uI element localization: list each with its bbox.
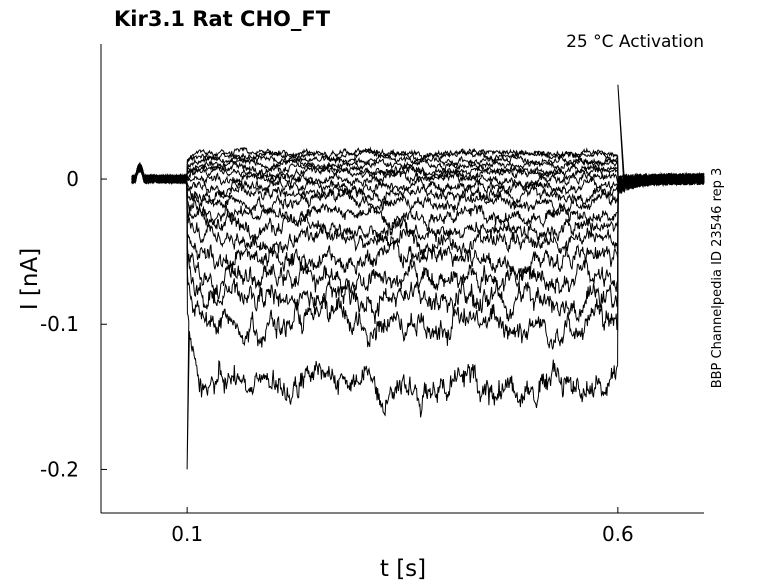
current-trace-15: [131, 164, 705, 324]
chart-subtitle: 25 °C Activation: [566, 32, 704, 52]
current-trace-6: [131, 164, 705, 190]
current-trace-17: [131, 162, 705, 470]
current-trace-1: [131, 147, 705, 186]
current-traces: [131, 84, 705, 470]
current-trace-0: [131, 84, 705, 187]
current-trace-2: [131, 153, 705, 187]
current-trace-7: [131, 163, 705, 198]
current-trace-11: [131, 161, 705, 246]
y-tick-label-2: -0.2: [40, 457, 79, 481]
x-tick-label-1: 0.6: [602, 522, 634, 546]
y-tick-label-1: -0.1: [40, 312, 79, 336]
current-trace-4: [131, 160, 705, 186]
y-tick-label-0: 0: [66, 167, 79, 191]
y-ticks: 0 -0.1 -0.2: [40, 167, 107, 481]
x-axis-label: t [s]: [380, 556, 426, 582]
current-trace-9: [131, 163, 705, 216]
y-axis-label: I [nA]: [17, 248, 43, 310]
current-trace-5: [131, 163, 705, 189]
current-trace-14: [131, 166, 705, 300]
current-trace-12: [131, 164, 705, 260]
x-ticks: 0.1 0.6: [171, 507, 634, 546]
x-tick-label-0: 0.1: [171, 522, 203, 546]
side-annotation: BBP Channelpedia ID 23546 rep 3: [710, 168, 725, 389]
current-trace-16: [131, 164, 705, 350]
current-trace-13: [131, 164, 705, 281]
current-trace-3: [131, 157, 705, 187]
current-trace-10: [131, 165, 705, 232]
chart-title: Kir3.1 Rat CHO_FT: [114, 7, 331, 31]
